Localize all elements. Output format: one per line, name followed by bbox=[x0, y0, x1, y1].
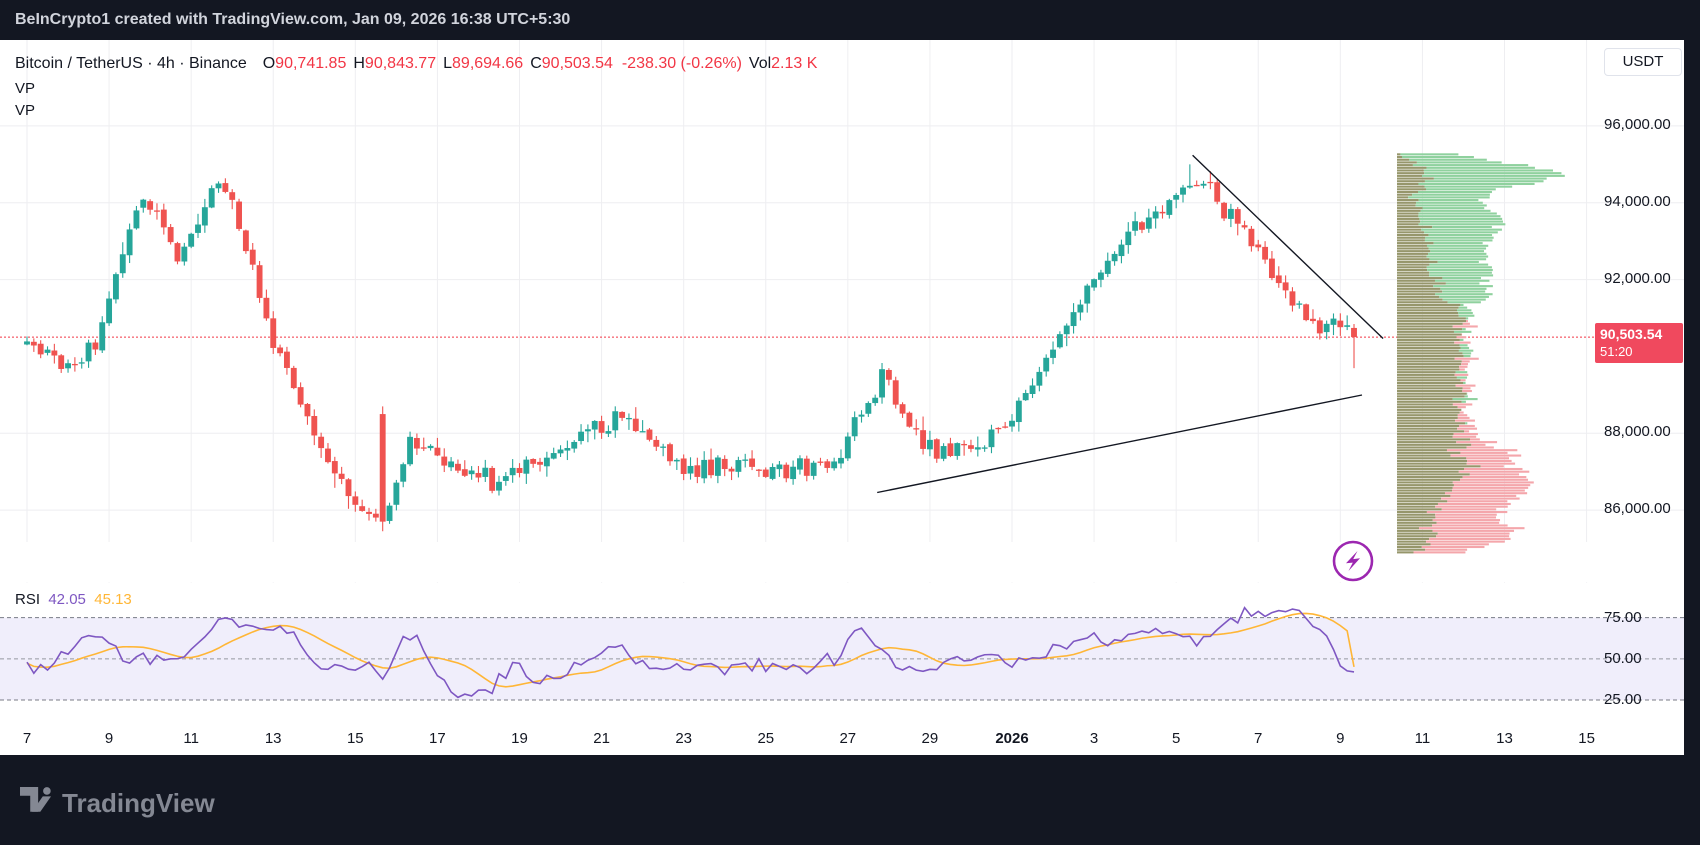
svg-text:TradingView: TradingView bbox=[62, 788, 215, 818]
